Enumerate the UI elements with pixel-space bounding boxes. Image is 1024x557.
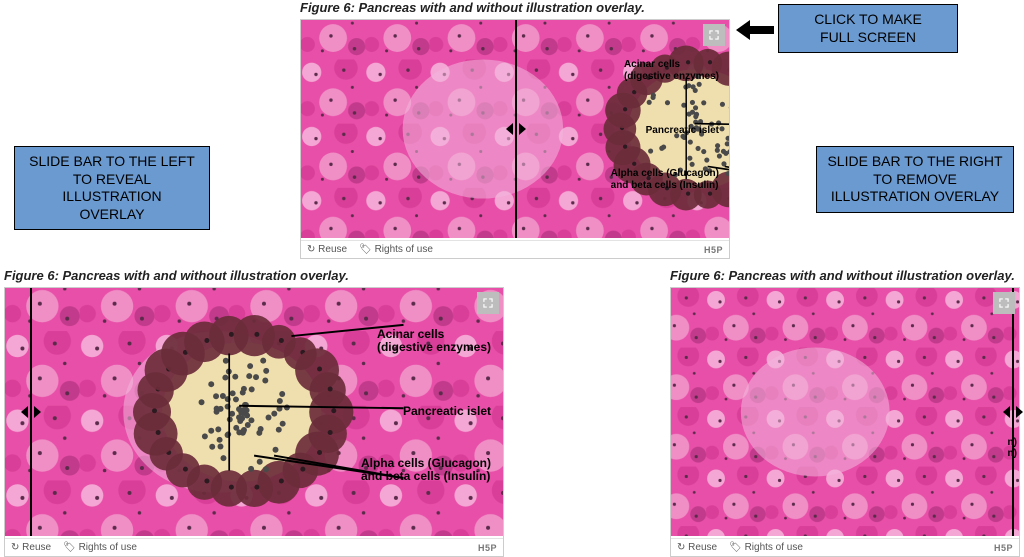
rights-label: Rights of use — [375, 244, 433, 255]
image-frame: Acinar cells(digestive enzymes) Pancreat… — [300, 19, 730, 259]
label-layer: Acinar cells(digestive enzymes) Pancreat… — [268, 288, 497, 536]
label-layer: Acinar cells(digestive enzymes) Pancreat… — [526, 20, 723, 238]
label-islet: Pancreatic islet — [646, 125, 719, 137]
panel-bottom-left: Figure 6: Pancreas with and without illu… — [4, 268, 504, 557]
label-alphabeta: Alpha cells (Glucagon)and beta cells (In… — [361, 457, 491, 485]
slider-grip-icon — [515, 118, 517, 140]
panel-footer: ↻ Reuse 🏷 Rights of use H5P — [5, 538, 503, 556]
fullscreen-button[interactable] — [703, 24, 725, 46]
chevron-right-icon — [519, 123, 526, 135]
label-fragment: n)n) — [1008, 437, 1017, 460]
fullscreen-icon — [707, 28, 721, 42]
reuse-label: Reuse — [22, 542, 51, 553]
reuse-link[interactable]: ↻ Reuse — [677, 542, 717, 553]
brand-label: H5P — [704, 245, 723, 255]
rights-label: Rights of use — [745, 542, 803, 553]
rights-link[interactable]: 🏷 Rights of use — [729, 542, 803, 553]
reuse-label: Reuse — [688, 542, 717, 553]
chevron-left-icon — [21, 406, 28, 418]
panel-top: Figure 6: Pancreas with and without illu… — [300, 0, 730, 259]
label-layer: n)n) — [987, 288, 1017, 536]
panel-bottom-right: Figure 6: Pancreas with and without illu… — [670, 268, 1020, 557]
slider-handle[interactable] — [21, 400, 41, 424]
reuse-label: Reuse — [318, 244, 347, 255]
rights-link[interactable]: 🏷 Rights of use — [359, 244, 433, 255]
brand-label: H5P — [478, 543, 497, 553]
label-acinar: Acinar cells(digestive enzymes) — [377, 328, 491, 356]
callout-slide-right: SLIDE BAR TO THE RIGHTTO REMOVEILLUSTRAT… — [816, 146, 1014, 213]
slider-grip-icon — [30, 401, 32, 423]
arrow-icon — [736, 18, 774, 42]
fullscreen-icon — [481, 296, 495, 310]
callout-fullscreen: CLICK TO MAKEFULL SCREEN — [778, 4, 958, 53]
chevron-right-icon — [34, 406, 41, 418]
rights-link[interactable]: 🏷 Rights of use — [63, 542, 137, 553]
chevron-left-icon — [506, 123, 513, 135]
figure-caption: Figure 6: Pancreas with and without illu… — [670, 268, 1020, 283]
comparison-slider[interactable] — [515, 20, 517, 238]
callout-slide-left: SLIDE BAR TO THE LEFTTO REVEAL ILLUSTRAT… — [14, 146, 210, 230]
image-frame: n)n) ↻ Reuse 🏷 Rights of use H5P — [670, 287, 1020, 557]
label-acinar: Acinar cells(digestive enzymes) — [624, 59, 719, 82]
tissue-image — [671, 288, 1019, 536]
label-islet: Pancreatic islet — [403, 405, 491, 419]
image-frame: Acinar cells(digestive enzymes) Pancreat… — [4, 287, 504, 557]
reuse-link[interactable]: ↻ Reuse — [11, 542, 51, 553]
figure-caption: Figure 6: Pancreas with and without illu… — [4, 268, 504, 283]
slider-handle[interactable] — [506, 117, 526, 141]
chevron-right-icon — [1016, 406, 1023, 418]
fullscreen-button[interactable] — [477, 292, 499, 314]
panel-footer: ↻ Reuse 🏷 Rights of use H5P — [301, 240, 729, 258]
label-alphabeta: Alpha cells (Glucagon)and beta cells (In… — [611, 168, 719, 191]
brand-label: H5P — [994, 543, 1013, 553]
panel-footer: ↻ Reuse 🏷 Rights of use H5P — [671, 538, 1019, 556]
figure-caption: Figure 6: Pancreas with and without illu… — [300, 0, 730, 15]
rights-label: Rights of use — [79, 542, 137, 553]
comparison-slider[interactable] — [30, 288, 32, 536]
reuse-link[interactable]: ↻ Reuse — [307, 244, 347, 255]
